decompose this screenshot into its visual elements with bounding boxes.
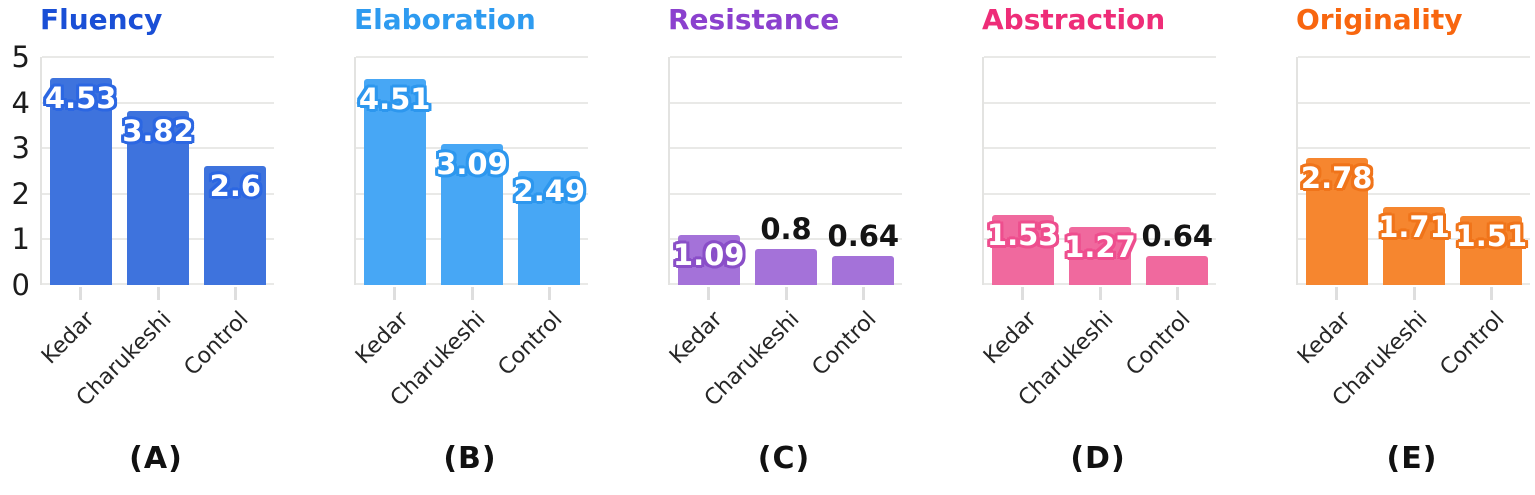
value-label-originality-control: 1.51 [1455, 219, 1528, 254]
gridline-y5 [356, 56, 588, 58]
x-tick-mark [156, 287, 160, 300]
bar-resistance-control[interactable] [832, 255, 895, 285]
chart-panel-elaboration: Elaboration 4.51 Kedar 3.09 Charukeshi 2.49 Co… [314, 0, 624, 495]
chart-title-originality: Originality [1296, 3, 1463, 36]
value-label-originality-kedar: 2.78 [1300, 161, 1373, 196]
x-tick-mark [1175, 287, 1179, 300]
gridline-y1 [670, 238, 902, 241]
gridline-y3 [670, 147, 902, 150]
gridline-y3 [984, 147, 1216, 150]
panel-letter-resistance: (C) [757, 441, 811, 476]
bar-elaboration-control[interactable] [518, 171, 581, 285]
gridline-y2 [984, 192, 1216, 195]
gridline-y4 [984, 101, 1216, 104]
plot-area-elaboration: 4.51 Kedar 3.09 Charukeshi 2.49 Control [351, 56, 588, 411]
value-label-elaboration-kedar: 4.51 [358, 82, 431, 117]
x-tick-mark [1098, 287, 1102, 300]
value-label-fluency-control: 2.6 [209, 169, 262, 204]
y-tick-label-0: 0 [11, 268, 30, 302]
bar-abstraction-kedar[interactable] [991, 215, 1054, 285]
x-tick-mark [784, 287, 788, 300]
gridline-y4 [1298, 101, 1530, 104]
value-label-abstraction-charukeshi: 1.27 [1064, 230, 1136, 265]
bar-fluency-control[interactable] [204, 166, 267, 285]
gridline-y3 [1298, 147, 1530, 150]
chart-title-resistance: Resistance [668, 3, 840, 36]
plot-area-fluency: 4.53 Kedar 3.82 Charukeshi 2.6 Control [37, 56, 274, 411]
bar-resistance-kedar[interactable] [677, 235, 740, 285]
gridline-y5 [984, 56, 1216, 58]
x-tick-mark [547, 287, 551, 300]
gridline-y5 [670, 56, 902, 58]
chart-panel-resistance: Resistance 1.09 Kedar 0.8 Charukeshi 0.64 Cont… [628, 0, 938, 495]
panel-letter-elaboration: (B) [443, 441, 497, 476]
x-tick-mark [1489, 287, 1493, 300]
gridline-y5 [42, 56, 274, 58]
chart-panel-originality: Originality 2.78 Kedar 1.71 Charukeshi 1.51 Co… [1256, 0, 1535, 495]
panel-letter-abstraction: (D) [1070, 441, 1126, 476]
chart-title-fluency: Fluency [40, 3, 163, 36]
x-tick-mark [707, 287, 711, 300]
y-tick-label-2: 2 [11, 176, 30, 211]
bar-originality-charukeshi[interactable] [1383, 207, 1445, 285]
panel-letter-fluency: (A) [129, 441, 183, 476]
chart-title-abstraction: Abstraction [982, 3, 1166, 36]
y-tick-label-3: 3 [11, 131, 30, 166]
x-tick-mark [1021, 287, 1025, 300]
x-tick-mark [861, 287, 865, 300]
x-tick-mark [393, 287, 397, 300]
gridline-y4 [670, 101, 902, 104]
chart-title-elaboration: Elaboration [354, 3, 536, 36]
value-label-resistance-charukeshi: 0.8 [760, 211, 812, 246]
value-label-resistance-kedar: 1.09 [672, 238, 745, 273]
bar-fluency-kedar[interactable] [49, 78, 112, 285]
panel-letter-originality: (E) [1386, 441, 1438, 476]
x-tick-mark [79, 287, 83, 300]
gridline-y4 [356, 101, 588, 104]
y-tick-label-5: 5 [11, 40, 30, 74]
value-label-abstraction-control: 0.64 [1141, 218, 1214, 253]
bar-originality-kedar[interactable] [1305, 158, 1368, 285]
bar-abstraction-charukeshi[interactable] [1069, 227, 1131, 285]
bar-elaboration-charukeshi[interactable] [441, 144, 503, 285]
value-label-fluency-kedar: 4.53 [44, 81, 117, 116]
gridline-y2 [1298, 192, 1530, 195]
value-label-elaboration-charukeshi: 3.09 [436, 147, 508, 182]
value-label-fluency-charukeshi: 3.82 [122, 113, 194, 148]
plot-area-resistance: 1.09 Kedar 0.8 Charukeshi 0.64 Control [665, 56, 902, 411]
value-label-originality-charukeshi: 1.71 [1378, 210, 1450, 245]
y-tick-label-1: 1 [11, 222, 30, 257]
bar-originality-control[interactable] [1460, 216, 1523, 285]
bar-fluency-charukeshi[interactable] [127, 110, 189, 285]
bar-resistance-charukeshi[interactable] [755, 248, 817, 285]
x-tick-mark [470, 287, 474, 300]
gridline-y5 [1298, 56, 1530, 58]
chart-panel-fluency: Fluency 0 1 2 3 4 5 4.53 Kedar 3.82 Charukeshi 2.6 C… [0, 0, 310, 495]
gridline-y2 [670, 192, 902, 195]
x-tick-mark [1412, 287, 1416, 300]
gridline-y4 [42, 101, 274, 104]
value-label-resistance-control: 0.64 [827, 218, 900, 253]
y-tick-label-4: 4 [11, 85, 30, 120]
x-tick-mark [233, 287, 237, 300]
bar-elaboration-kedar[interactable] [363, 79, 426, 285]
value-label-abstraction-kedar: 1.53 [986, 218, 1059, 253]
x-tick-mark [1335, 287, 1339, 300]
bar-abstraction-control[interactable] [1146, 255, 1209, 285]
plot-area-abstraction: 1.53 Kedar 1.27 Charukeshi 0.64 Control [979, 56, 1216, 411]
value-label-elaboration-control: 2.49 [513, 174, 586, 209]
plot-area-originality: 2.78 Kedar 1.71 Charukeshi 1.51 Control [1293, 56, 1530, 411]
chart-panel-abstraction: Abstraction 1.53 Kedar 1.27 Charukeshi 0.64 Co… [942, 0, 1252, 495]
